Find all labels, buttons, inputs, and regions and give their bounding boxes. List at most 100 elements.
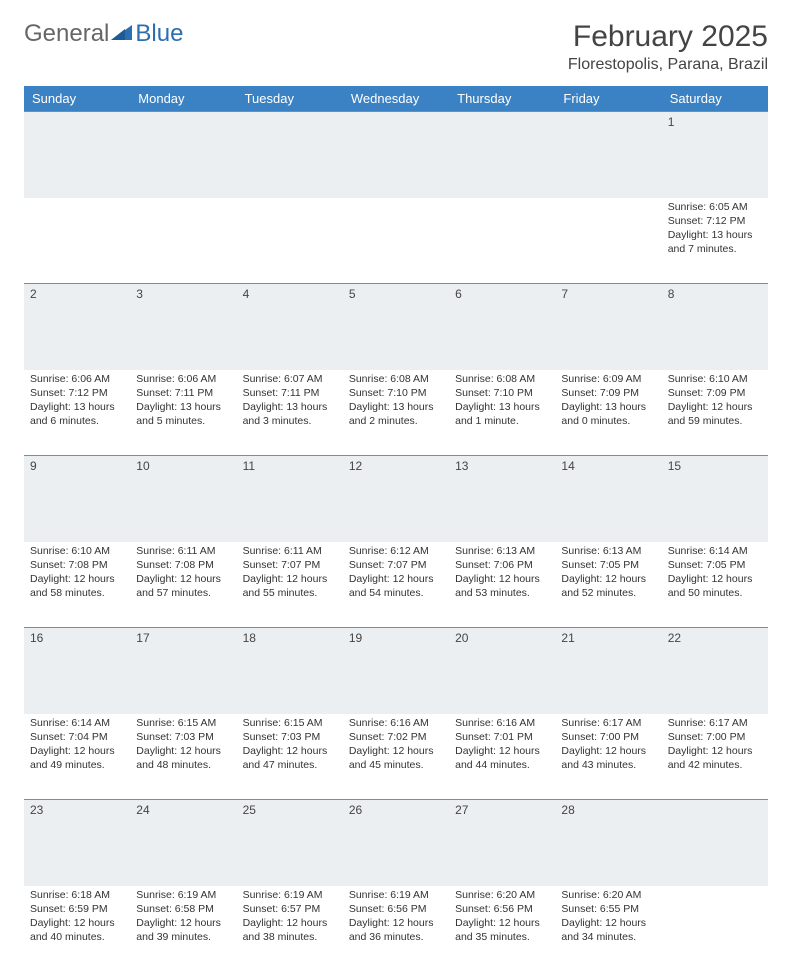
daynum-cell: 4 (237, 284, 343, 370)
day-data: Sunrise: 6:09 AMSunset: 7:09 PMDaylight:… (555, 370, 661, 435)
day-number: 3 (130, 284, 236, 304)
daynum-cell: 18 (237, 628, 343, 714)
daynum-row: 232425262728 (24, 800, 768, 886)
daynum-cell: 2 (24, 284, 130, 370)
day-number: 9 (24, 456, 130, 476)
day-ss: Sunset: 7:03 PM (136, 730, 230, 744)
day-ss: Sunset: 7:00 PM (668, 730, 762, 744)
day-number (662, 800, 768, 806)
day-dl2: and 38 minutes. (243, 930, 337, 944)
header: General Blue February 2025 Florestopolis… (24, 20, 768, 74)
day-ss: Sunset: 6:57 PM (243, 902, 337, 916)
day-number (24, 112, 130, 118)
day-dl1: Daylight: 12 hours (136, 916, 230, 930)
weekday-header: Saturday (662, 86, 768, 112)
daynum-cell: 17 (130, 628, 236, 714)
day-ss: Sunset: 7:07 PM (243, 558, 337, 572)
daynum-cell: 21 (555, 628, 661, 714)
day-data: Sunrise: 6:06 AMSunset: 7:11 PMDaylight:… (130, 370, 236, 435)
day-dl2: and 3 minutes. (243, 414, 337, 428)
day-cell: Sunrise: 6:09 AMSunset: 7:09 PMDaylight:… (555, 370, 661, 456)
logo: General Blue (24, 20, 183, 48)
daydata-row: Sunrise: 6:05 AMSunset: 7:12 PMDaylight:… (24, 198, 768, 284)
day-dl1: Daylight: 12 hours (455, 916, 549, 930)
day-dl1: Daylight: 12 hours (349, 572, 443, 586)
weekday-header: Tuesday (237, 86, 343, 112)
day-cell: Sunrise: 6:13 AMSunset: 7:06 PMDaylight:… (449, 542, 555, 628)
day-number: 23 (24, 800, 130, 820)
daynum-row: 16171819202122 (24, 628, 768, 714)
day-sr: Sunrise: 6:06 AM (136, 372, 230, 386)
day-sr: Sunrise: 6:08 AM (349, 372, 443, 386)
day-data: Sunrise: 6:16 AMSunset: 7:02 PMDaylight:… (343, 714, 449, 779)
day-number: 20 (449, 628, 555, 648)
day-number (449, 112, 555, 118)
day-sr: Sunrise: 6:08 AM (455, 372, 549, 386)
day-ss: Sunset: 7:08 PM (30, 558, 124, 572)
daynum-cell: 26 (343, 800, 449, 886)
day-dl2: and 45 minutes. (349, 758, 443, 772)
day-dl2: and 0 minutes. (561, 414, 655, 428)
daynum-row: 2345678 (24, 284, 768, 370)
daynum-cell: 10 (130, 456, 236, 542)
daynum-cell (343, 112, 449, 198)
day-dl1: Daylight: 12 hours (561, 572, 655, 586)
daynum-cell: 12 (343, 456, 449, 542)
weekday-header: Friday (555, 86, 661, 112)
logo-triangle-icon (111, 20, 133, 48)
day-dl1: Daylight: 13 hours (349, 400, 443, 414)
day-number: 18 (237, 628, 343, 648)
day-cell: Sunrise: 6:17 AMSunset: 7:00 PMDaylight:… (662, 714, 768, 800)
day-number: 27 (449, 800, 555, 820)
day-ss: Sunset: 7:11 PM (136, 386, 230, 400)
day-number: 4 (237, 284, 343, 304)
daynum-cell: 7 (555, 284, 661, 370)
day-dl2: and 39 minutes. (136, 930, 230, 944)
daynum-cell: 25 (237, 800, 343, 886)
day-number: 8 (662, 284, 768, 304)
day-dl2: and 58 minutes. (30, 586, 124, 600)
day-number: 2 (24, 284, 130, 304)
day-data: Sunrise: 6:15 AMSunset: 7:03 PMDaylight:… (237, 714, 343, 779)
day-data: Sunrise: 6:18 AMSunset: 6:59 PMDaylight:… (24, 886, 130, 951)
day-dl1: Daylight: 12 hours (349, 916, 443, 930)
day-sr: Sunrise: 6:13 AM (561, 544, 655, 558)
day-dl1: Daylight: 13 hours (455, 400, 549, 414)
day-dl1: Daylight: 12 hours (243, 744, 337, 758)
day-data: Sunrise: 6:15 AMSunset: 7:03 PMDaylight:… (130, 714, 236, 779)
day-dl1: Daylight: 13 hours (243, 400, 337, 414)
daynum-cell: 16 (24, 628, 130, 714)
day-data: Sunrise: 6:12 AMSunset: 7:07 PMDaylight:… (343, 542, 449, 607)
day-sr: Sunrise: 6:16 AM (349, 716, 443, 730)
daynum-cell (449, 112, 555, 198)
day-dl2: and 44 minutes. (455, 758, 549, 772)
weekday-header: Wednesday (343, 86, 449, 112)
day-number: 22 (662, 628, 768, 648)
day-sr: Sunrise: 6:11 AM (136, 544, 230, 558)
day-sr: Sunrise: 6:20 AM (561, 888, 655, 902)
day-dl2: and 57 minutes. (136, 586, 230, 600)
day-dl2: and 55 minutes. (243, 586, 337, 600)
day-cell (24, 198, 130, 284)
day-data: Sunrise: 6:19 AMSunset: 6:56 PMDaylight:… (343, 886, 449, 951)
day-cell: Sunrise: 6:15 AMSunset: 7:03 PMDaylight:… (130, 714, 236, 800)
day-ss: Sunset: 7:05 PM (561, 558, 655, 572)
location: Florestopolis, Parana, Brazil (568, 56, 768, 74)
day-number: 24 (130, 800, 236, 820)
day-dl1: Daylight: 13 hours (136, 400, 230, 414)
day-data: Sunrise: 6:10 AMSunset: 7:09 PMDaylight:… (662, 370, 768, 435)
day-cell: Sunrise: 6:11 AMSunset: 7:08 PMDaylight:… (130, 542, 236, 628)
day-number: 1 (662, 112, 768, 132)
day-number: 16 (24, 628, 130, 648)
day-ss: Sunset: 6:55 PM (561, 902, 655, 916)
day-data: Sunrise: 6:19 AMSunset: 6:58 PMDaylight:… (130, 886, 236, 951)
day-sr: Sunrise: 6:05 AM (668, 200, 762, 214)
day-data: Sunrise: 6:06 AMSunset: 7:12 PMDaylight:… (24, 370, 130, 435)
day-dl1: Daylight: 12 hours (668, 400, 762, 414)
day-dl1: Daylight: 12 hours (561, 744, 655, 758)
logo-text-general: General (24, 20, 109, 48)
day-dl1: Daylight: 13 hours (668, 228, 762, 242)
day-cell: Sunrise: 6:20 AMSunset: 6:55 PMDaylight:… (555, 886, 661, 972)
day-data: Sunrise: 6:11 AMSunset: 7:07 PMDaylight:… (237, 542, 343, 607)
day-data: Sunrise: 6:11 AMSunset: 7:08 PMDaylight:… (130, 542, 236, 607)
